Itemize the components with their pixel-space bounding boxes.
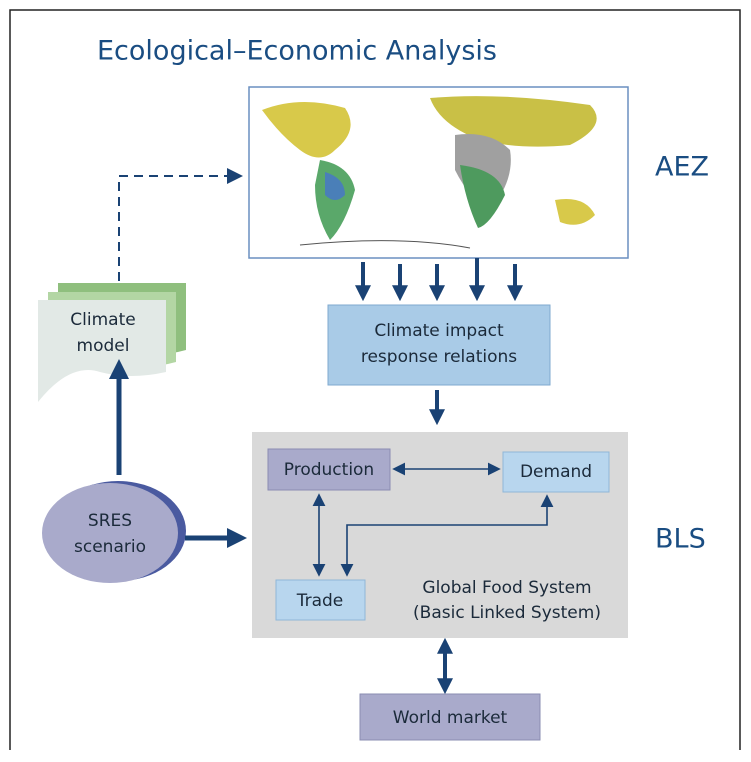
aez-label: AEZ <box>655 152 709 183</box>
map-arrows <box>363 258 515 294</box>
title: Ecological–Economic Analysis <box>97 36 497 67</box>
global-food-label: Global Food System <box>422 578 591 598</box>
bls-label: BLS <box>655 524 706 555</box>
sres-label: SRES <box>88 511 132 531</box>
production-label: Production <box>284 460 374 480</box>
world-market-label: World market <box>393 708 508 728</box>
trade-label: Trade <box>296 591 344 611</box>
demand-label: Demand <box>520 462 592 482</box>
climate-impact-label: response relations <box>361 347 517 367</box>
dashed-arrow <box>119 176 237 281</box>
diagram: Ecological–Economic Analysis AEZ Climate… <box>0 0 751 758</box>
climate-model-label: Climate <box>70 310 135 330</box>
global-food-label: (Basic Linked System) <box>413 603 601 623</box>
climate-impact-label: Climate impact <box>374 321 504 341</box>
climate-model-label: model <box>77 336 130 356</box>
world-map <box>249 87 628 258</box>
sres-ellipse <box>42 483 178 583</box>
sres-label: scenario <box>74 537 146 557</box>
climate-impact-box <box>328 305 550 385</box>
